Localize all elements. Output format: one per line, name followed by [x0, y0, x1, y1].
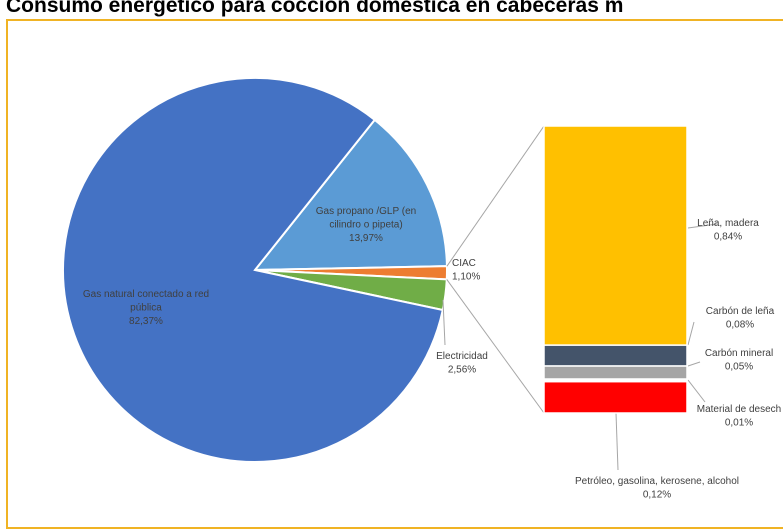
connector-line-bottom [446, 279, 545, 414]
electricidad-leader-line [442, 299, 446, 346]
bar-of-pie-layer [543, 125, 688, 414]
pie-chart: Gas natural conectado a red pública 82,37%… [62, 77, 781, 501]
bar-leader-carbon-de-lena [687, 321, 695, 346]
pie-label-electricidad: Electricidad 2,56% [436, 351, 488, 376]
pie-label-gas-natural-conectado-a-red-publica: Gas natural conectado a red pública 82,37% [83, 289, 209, 327]
pie-label-gas-propano-glp-en-cilindro-o-pipeta: Gas propano /GLP (en cilindro o pipeta) 13… [316, 206, 416, 244]
connector-line-top [446, 125, 545, 267]
bar-segment-carbon-de-lena [543, 344, 688, 367]
pie-slice-gas-natural-conectado-a-red-publica [62, 77, 444, 463]
bar-segment-carbon-mineral [543, 365, 688, 380]
bar-leader-lena-madera [687, 223, 718, 229]
pie-label-ciac: CIAC 1,10% [452, 258, 480, 283]
bar-label-lena-madera: Leña, madera 0,84% [697, 218, 759, 243]
connector-layer [442, 125, 718, 471]
bar-leader-material-de-desech [687, 379, 706, 403]
bar-leader-petroleo-gasolina-kerosene-alcohol [615, 412, 619, 471]
bar-segment-petroleo-gasolina-kerosene-alcohol [543, 380, 688, 414]
pie-slice-gas-propano-glp-en-cilindro-o-pipeta [252, 118, 448, 272]
bar-leader-carbon-mineral [687, 361, 701, 367]
chart-title: Consumo energético para cocción doméstic… [6, 0, 624, 17]
bar-label-petroleo-gasolina-kerosene-alcohol: Petróleo, gasolina, kerosene, alcohol 0,1… [575, 476, 739, 501]
bar-label-material-de-desech: Material de desech 0,01% [697, 404, 782, 429]
bar-label-carbon-mineral: Carbón mineral 0,05% [705, 348, 773, 373]
bar-segment-lena-madera [543, 125, 688, 346]
bar-label-carbon-de-lena: Carbón de leña 0,08% [706, 306, 775, 331]
pie-layer [62, 77, 448, 463]
label-layer: Gas natural conectado a red pública 82,37%… [83, 206, 781, 501]
